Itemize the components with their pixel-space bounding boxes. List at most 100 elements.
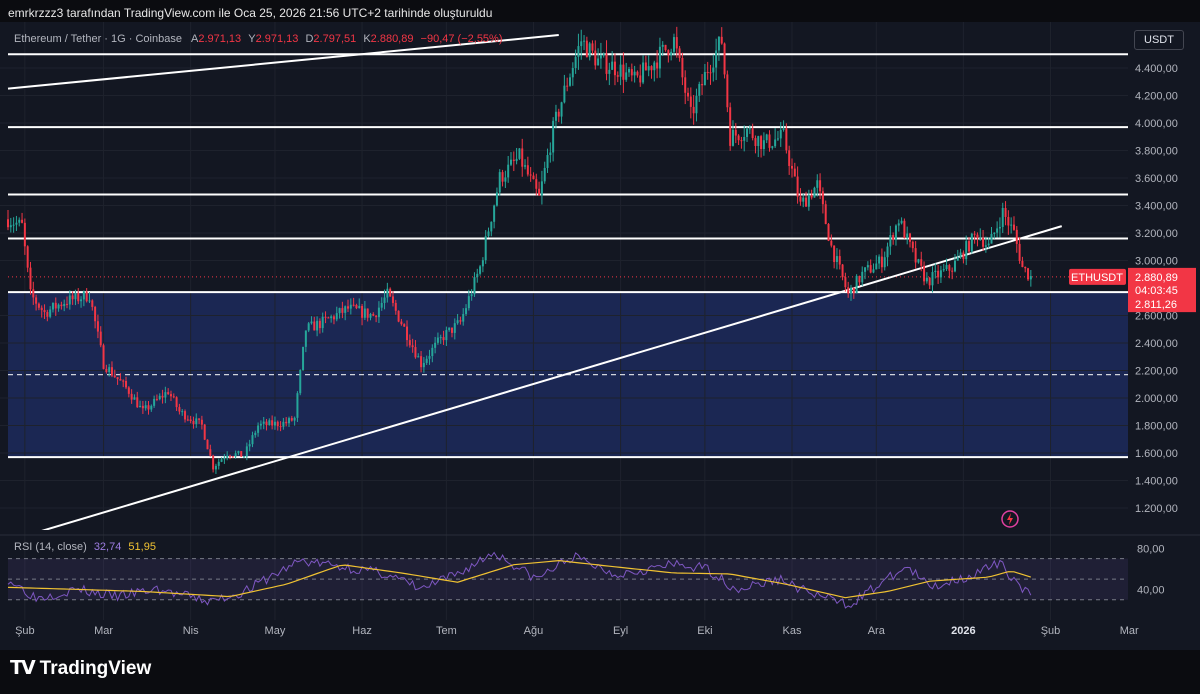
candle-body xyxy=(23,222,26,247)
candle-up xyxy=(1010,217,1013,234)
candle-up xyxy=(150,404,153,412)
candle-body xyxy=(130,393,133,400)
candle-down xyxy=(389,287,392,297)
candle-up xyxy=(524,159,527,170)
candle-body xyxy=(644,62,647,71)
candle-body xyxy=(729,107,732,146)
candle-down xyxy=(903,218,906,239)
candle-body xyxy=(731,129,734,146)
candle-body xyxy=(422,362,425,368)
candle-up xyxy=(970,232,973,254)
candle-down xyxy=(613,53,616,86)
candle-body xyxy=(175,397,178,408)
candle-body xyxy=(658,46,661,69)
candle-down xyxy=(411,338,414,353)
candle-body xyxy=(347,306,350,309)
candle-body xyxy=(110,367,113,376)
candle-up xyxy=(74,289,77,306)
candle-body xyxy=(675,37,678,49)
time-tick-label: Kas xyxy=(783,625,802,637)
candle-down xyxy=(192,416,195,429)
time-tick-label: Mar xyxy=(94,625,113,637)
candle-body xyxy=(375,315,378,318)
candle-body xyxy=(914,248,917,263)
candle-body xyxy=(400,321,403,325)
currency-button[interactable]: USDT xyxy=(1134,30,1184,50)
candle-down xyxy=(1012,216,1015,231)
candle-body xyxy=(560,102,563,117)
candle-body xyxy=(68,295,71,305)
rsi-axis-label: 40,00 xyxy=(1137,584,1165,596)
candle-up xyxy=(872,263,875,274)
time-tick-label: Haz xyxy=(352,625,372,637)
candle-up xyxy=(670,48,673,61)
candle-down xyxy=(324,311,327,324)
candle-up xyxy=(647,55,650,77)
candle-body xyxy=(293,417,296,421)
candle-body xyxy=(726,74,729,108)
candle-down xyxy=(689,87,692,119)
candle-body xyxy=(108,367,111,373)
candle-body xyxy=(931,272,934,286)
candle-down xyxy=(169,390,172,402)
candle-body xyxy=(878,256,881,264)
close-value: 2.880,89 xyxy=(370,33,414,45)
candle-down xyxy=(265,418,268,431)
candle-down xyxy=(821,187,824,214)
candle-down xyxy=(819,173,822,200)
candle-up xyxy=(563,74,566,104)
candle-body xyxy=(613,61,616,76)
candle-body xyxy=(597,58,600,66)
candle-body xyxy=(153,398,156,406)
candle-body xyxy=(762,140,765,150)
candle-down xyxy=(937,264,940,284)
candle-body xyxy=(760,136,763,150)
candle-body xyxy=(442,337,445,341)
candle-up xyxy=(63,299,66,312)
candle-down xyxy=(664,44,667,52)
candle-body xyxy=(428,356,431,359)
candle-down xyxy=(616,71,619,83)
price-tick-label: 2.600,00 xyxy=(1135,311,1178,323)
candle-down xyxy=(167,388,170,395)
candle-body xyxy=(737,135,740,141)
candle-body xyxy=(838,256,841,265)
candle-body xyxy=(504,177,507,182)
candle-up xyxy=(934,263,937,279)
candle-up xyxy=(813,186,816,198)
candle-body xyxy=(569,77,571,86)
candle-down xyxy=(692,94,695,125)
candle-up xyxy=(282,417,285,430)
candle-up xyxy=(611,51,614,70)
candle-down xyxy=(566,77,569,92)
brand[interactable]: 𝗧𝗩 TradingView xyxy=(10,657,151,680)
candle-body xyxy=(490,221,493,232)
candle-down xyxy=(332,314,335,325)
rsi-legend[interactable]: RSI (14, close) 32,74 51,95 xyxy=(14,541,156,553)
candle-body xyxy=(127,387,130,394)
candle-down xyxy=(636,70,639,78)
candle-body xyxy=(709,72,712,74)
candle-body xyxy=(335,313,338,320)
candle-down xyxy=(501,169,504,187)
candle-body xyxy=(259,423,262,426)
candle-down xyxy=(928,276,931,290)
candle-body xyxy=(532,175,535,180)
candle-body xyxy=(996,228,999,233)
candle-body xyxy=(105,368,108,373)
candle-body xyxy=(720,36,723,44)
candle-body xyxy=(993,232,996,234)
time-tick-label: Eyl xyxy=(613,625,628,637)
symbol-legend[interactable]: Ethereum / Tether · 1G · Coinbase A2.971… xyxy=(14,33,503,45)
candle-body xyxy=(678,48,681,58)
candle-up xyxy=(316,316,319,337)
candle-up xyxy=(509,152,512,167)
candle-down xyxy=(827,223,830,242)
candle-body xyxy=(321,316,324,329)
candle-down xyxy=(240,451,243,457)
candle-body xyxy=(512,159,515,162)
lightning-alert-icon[interactable] xyxy=(1001,510,1019,528)
candle-body xyxy=(937,270,940,278)
